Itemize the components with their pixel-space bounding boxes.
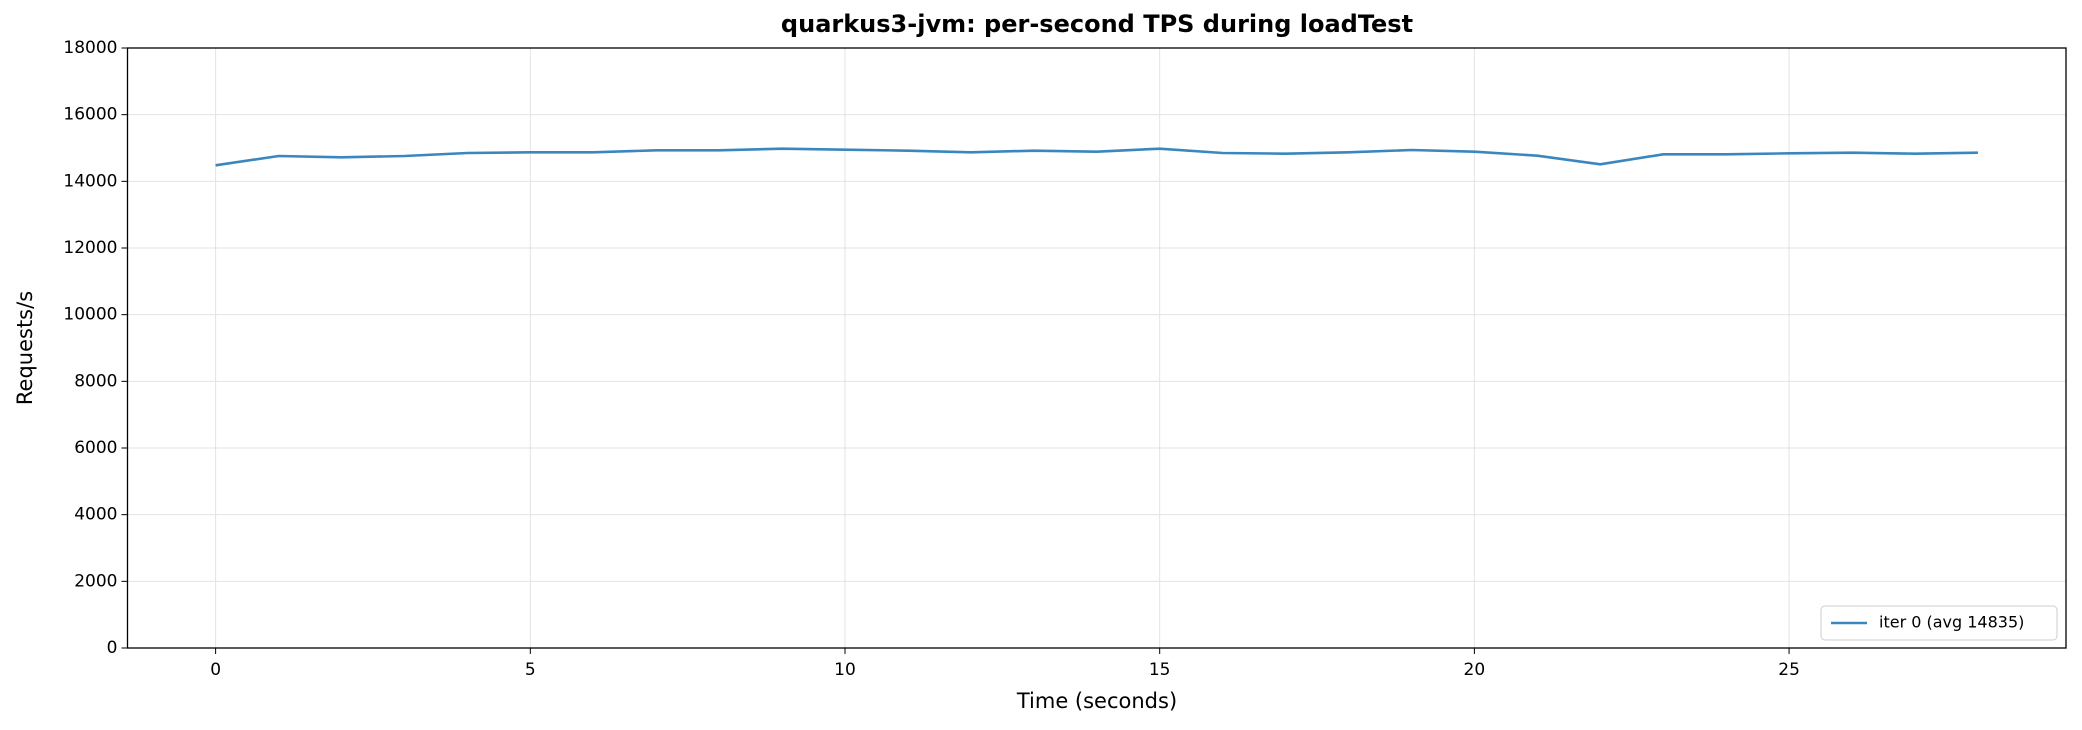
- y-tick-label: 0: [107, 638, 118, 658]
- chart-title: quarkus3-jvm: per-second TPS during load…: [781, 10, 1413, 38]
- x-tick-label: 10: [834, 660, 856, 680]
- y-tick-label: 18000: [63, 38, 117, 58]
- y-axis-label: Requests/s: [13, 291, 37, 405]
- x-tick-label: 5: [525, 660, 536, 680]
- x-axis-label: Time (seconds): [1016, 689, 1177, 713]
- legend-box: [1820, 605, 2058, 641]
- legend-label: iter 0 (avg 14835): [1879, 613, 2024, 632]
- x-tick-label: 20: [1464, 660, 1486, 680]
- y-tick-label: 6000: [74, 438, 117, 458]
- data-line: [215, 147, 1978, 167]
- y-tick-label: 12000: [63, 238, 117, 258]
- y-tick-label: 16000: [63, 105, 117, 125]
- x-tick-label: 25: [1778, 660, 1800, 680]
- x-tick-label: 0: [210, 660, 221, 680]
- y-tick-label: 4000: [74, 505, 117, 525]
- y-tick-label: 14000: [63, 171, 117, 191]
- x-tick-label: 15: [1149, 660, 1171, 680]
- y-tick-label: 8000: [74, 371, 117, 391]
- y-tick-label: 2000: [74, 571, 117, 591]
- y-tick-label: 10000: [63, 305, 117, 325]
- plot-frame: [126, 47, 2067, 649]
